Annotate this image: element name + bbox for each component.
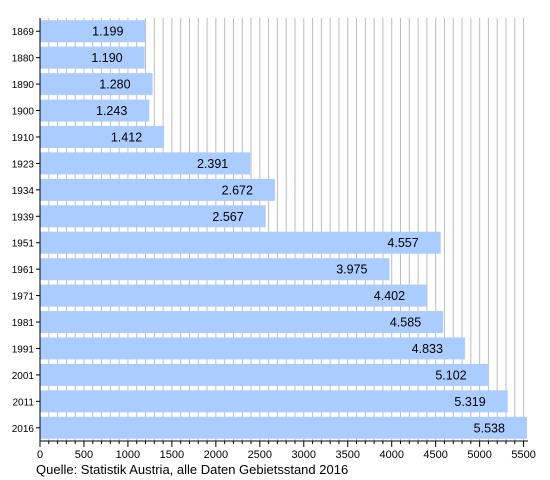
bar xyxy=(40,337,465,360)
x-tick-label: 0 xyxy=(37,449,43,461)
bar xyxy=(40,416,527,439)
data-label: 5.102 xyxy=(435,368,466,382)
category-label: 2001 xyxy=(12,371,35,382)
x-tick-label: 3000 xyxy=(292,449,316,461)
bar xyxy=(40,205,266,228)
category-label: 1951 xyxy=(12,239,35,250)
category-label: 2011 xyxy=(12,397,34,408)
x-tick-label: 2000 xyxy=(204,449,228,461)
data-label: 2.391 xyxy=(197,157,228,171)
bar xyxy=(40,284,428,307)
bar xyxy=(40,125,165,148)
category-label: 1991 xyxy=(12,344,35,355)
category-label: 1939 xyxy=(12,212,35,223)
bar xyxy=(40,20,146,43)
data-label: 4.557 xyxy=(387,236,418,250)
category-label: 1880 xyxy=(12,54,35,65)
bar xyxy=(40,311,444,334)
x-tick-label: 3500 xyxy=(336,449,360,461)
data-label: 4.585 xyxy=(390,316,421,330)
data-label: 4.833 xyxy=(412,342,443,356)
x-tick-label: 1500 xyxy=(160,449,184,461)
x-tick-label: 1000 xyxy=(116,449,140,461)
category-label: 1971 xyxy=(12,292,35,303)
x-tick-label: 4000 xyxy=(379,449,403,461)
data-label: 5.538 xyxy=(474,421,505,435)
x-tick-label: 2500 xyxy=(248,449,272,461)
data-label: 3.975 xyxy=(336,263,367,277)
category-label: 1869 xyxy=(12,27,35,38)
category-label: 1890 xyxy=(12,80,35,91)
data-label: 1.199 xyxy=(92,25,123,39)
data-label: 5.319 xyxy=(454,395,485,409)
category-label: 1961 xyxy=(12,265,35,276)
category-label: 2016 xyxy=(12,424,35,435)
bar xyxy=(40,390,508,413)
bar xyxy=(40,258,390,281)
category-label: 1900 xyxy=(12,107,35,118)
data-label: 2.567 xyxy=(212,210,243,224)
category-label: 1923 xyxy=(12,159,35,170)
data-label: 1.412 xyxy=(111,130,142,144)
x-tick-label: 500 xyxy=(75,449,93,461)
x-tick-label: 5000 xyxy=(467,449,491,461)
category-label: 1910 xyxy=(12,133,35,144)
data-label: 1.243 xyxy=(96,104,127,118)
bar xyxy=(40,178,275,201)
x-tick-label: 5500 xyxy=(511,449,535,461)
bar xyxy=(40,363,489,386)
data-label: 1.190 xyxy=(91,51,122,65)
bar xyxy=(40,152,251,175)
source-note: Quelle: Statistik Austria, alle Daten Ge… xyxy=(36,462,349,477)
data-label: 1.280 xyxy=(99,78,130,92)
bar xyxy=(40,231,441,254)
bar xyxy=(40,46,145,69)
data-label: 4.402 xyxy=(374,289,405,303)
bar xyxy=(40,99,150,122)
x-tick-label: 4500 xyxy=(423,449,447,461)
bar xyxy=(40,73,153,96)
category-label: 1981 xyxy=(12,318,35,329)
category-label: 1934 xyxy=(12,186,35,197)
data-label: 2.672 xyxy=(222,183,253,197)
